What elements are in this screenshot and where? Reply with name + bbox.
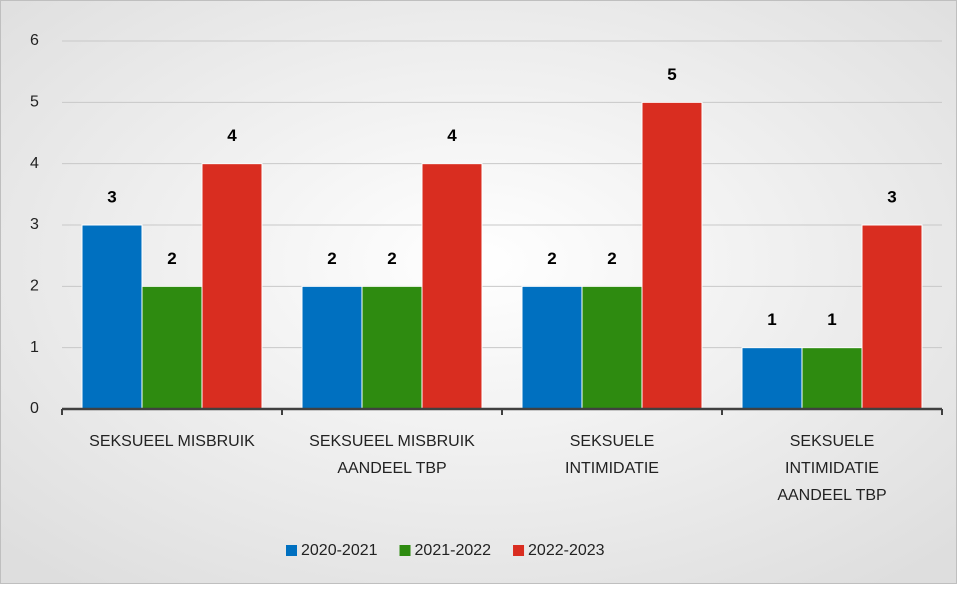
y-tick-label: 1	[30, 339, 39, 356]
y-tick-label: 3	[30, 216, 39, 233]
data-label: 3	[107, 187, 116, 206]
bar	[421, 163, 483, 410]
bar	[521, 285, 583, 410]
data-label: 2	[327, 249, 336, 268]
bar	[301, 285, 363, 410]
x-tick-label: SEKSUELE INTIMIDATIE	[565, 433, 659, 477]
legend-swatch	[286, 545, 297, 556]
bar	[581, 285, 643, 410]
y-tick-label: 0	[30, 400, 39, 417]
x-tick-label: SEKSUEEL MISBRUIK AANDEEL TBP	[309, 433, 475, 477]
legend-label: 2022-2023	[528, 542, 605, 559]
y-tick-label: 6	[30, 32, 39, 49]
legend-swatch	[513, 545, 525, 556]
data-label: 4	[227, 126, 237, 145]
bar	[81, 224, 143, 410]
data-label: 1	[767, 310, 776, 329]
legend-label: 2020-2021	[301, 542, 378, 559]
data-label: 2	[387, 249, 396, 268]
data-label: 2	[167, 249, 176, 268]
y-tick-label: 5	[30, 94, 39, 111]
data-label: 1	[827, 310, 836, 329]
data-label: 2	[607, 249, 616, 268]
data-label: 5	[667, 65, 676, 84]
bar	[861, 224, 923, 410]
x-tick-label: SEKSUELE INTIMIDATIE AANDEEL TBP	[777, 433, 886, 504]
bar	[801, 347, 863, 410]
data-label: 2	[547, 249, 556, 268]
y-tick-label: 4	[30, 155, 39, 172]
bar	[361, 285, 423, 410]
legend-swatch	[399, 545, 411, 556]
bar	[741, 347, 803, 410]
data-label: 3	[887, 187, 896, 206]
data-label: 4	[447, 126, 457, 145]
y-tick-label: 2	[30, 278, 39, 295]
bar	[141, 285, 203, 410]
legend-label: 2021-2022	[415, 542, 492, 559]
bar	[641, 101, 703, 410]
bar	[201, 163, 263, 410]
x-tick-label: SEKSUEEL MISBRUIK	[89, 433, 255, 450]
